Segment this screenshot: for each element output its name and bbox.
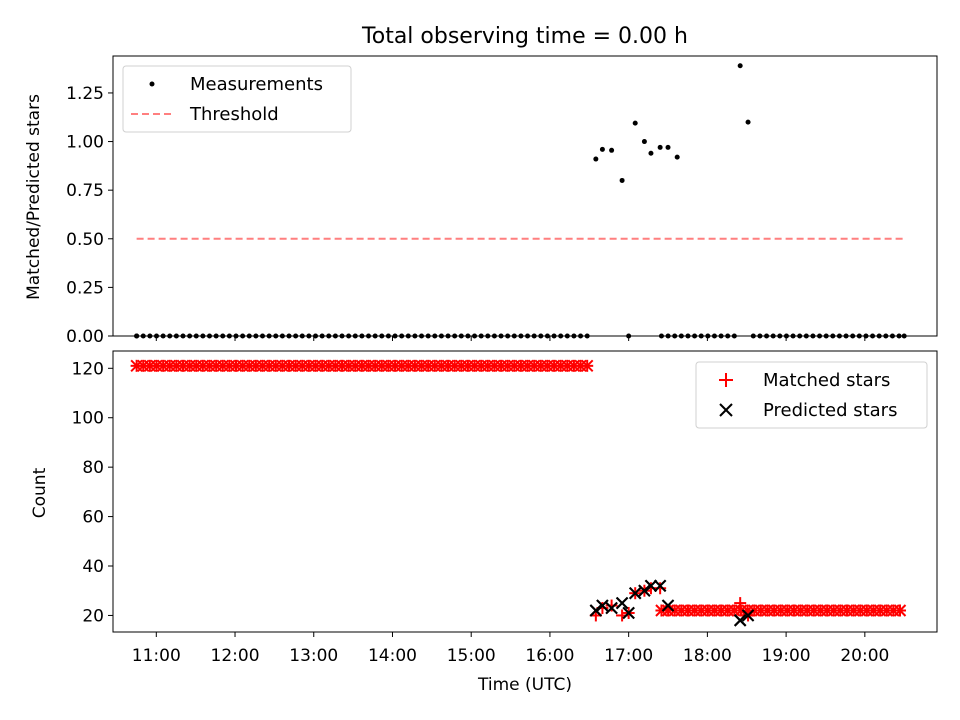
x-tick-label: 19:00 — [762, 646, 811, 666]
predicted-point — [629, 586, 642, 600]
measurement-point — [609, 147, 615, 153]
legend-matched-label: Matched stars — [763, 370, 890, 391]
predicted-point — [622, 606, 635, 620]
bottom-legend: Matched stars Predicted stars — [695, 361, 928, 429]
bottom-y-tick-label: 20 — [82, 606, 104, 626]
x-axis-label: Time (UTC) — [477, 675, 572, 695]
top-x-ticks — [155, 336, 866, 341]
top-y-ticks: 0.00 0.25 0.50 0.75 1.00 1.25 — [66, 84, 113, 347]
measurement-point — [632, 120, 638, 126]
bottom-y-tick-label: 60 — [82, 508, 104, 528]
bottom-x-ticks: 11:00 12:00 13:00 14:00 15:00 16:00 17:00 18:00… — [132, 632, 889, 666]
bottom-panel: 20 40 60 80 100 120 11:00 12:00 13:00 14:00 15:00… — [30, 350, 938, 695]
matched-point — [605, 599, 618, 612]
measurement-point — [674, 154, 680, 160]
legend-predicted-label: Predicted stars — [763, 400, 897, 421]
top-y-tick-label: 0.75 — [66, 181, 104, 201]
bottom-y-tick-label: 100 — [72, 409, 104, 429]
measurement-point — [599, 146, 605, 152]
measurement-point — [641, 139, 647, 145]
predicted-point — [661, 599, 675, 612]
top-y-tick-label: 0.25 — [66, 278, 104, 298]
chart-title: Total observing time = 0.00 h — [361, 24, 688, 49]
predicted-point — [733, 614, 747, 627]
x-tick-label: 15:00 — [447, 646, 496, 666]
predicted-point — [893, 604, 907, 617]
predicted-point — [741, 609, 755, 622]
legend-predicted-marker — [719, 403, 733, 417]
top-y-tick-label: 1.25 — [66, 84, 104, 104]
x-tick-label: 13:00 — [289, 646, 338, 666]
bottom-plot-frame — [112, 350, 938, 633]
top-legend-box — [122, 65, 352, 133]
legend-matched-marker — [719, 373, 733, 387]
predicted-point — [615, 596, 629, 610]
predicted-point — [653, 579, 667, 592]
legend-measurements-marker — [149, 81, 155, 87]
predicted-point — [644, 579, 658, 592]
top-panel: 0.00 0.25 0.50 0.75 1.00 1.25 Matched/Predict… — [24, 55, 938, 347]
measurement-point — [657, 144, 663, 150]
x-tick-label: 16:00 — [525, 646, 574, 666]
predicted-point — [580, 359, 594, 373]
measurement-point — [665, 144, 671, 150]
bottom-y-axis-label: Count — [30, 467, 50, 518]
top-legend: Measurements Threshold — [122, 65, 352, 133]
x-tick-label: 14:00 — [368, 646, 417, 666]
bottom-y-tick-label: 40 — [82, 557, 104, 577]
bottom-y-tick-label: 120 — [72, 359, 104, 379]
matched-point — [734, 597, 747, 610]
x-tick-label: 12:00 — [211, 646, 260, 666]
legend-measurements-label: Measurements — [190, 74, 323, 95]
predicted-point — [605, 601, 618, 615]
predicted-point — [589, 604, 603, 617]
bottom-y-tick-label: 80 — [82, 458, 104, 478]
x-tick-label: 18:00 — [683, 646, 732, 666]
top-plot-frame — [112, 55, 938, 337]
top-y-axis-label: Matched/Predicted stars — [24, 94, 44, 300]
top-y-tick-label: 1.00 — [66, 133, 104, 153]
predicted-point — [638, 584, 651, 597]
x-tick-label: 17:00 — [604, 646, 653, 666]
bottom-y-ticks: 20 40 60 80 100 120 — [72, 359, 113, 626]
measurement-point — [737, 63, 743, 69]
bottom-legend-box — [695, 361, 928, 429]
predicted-stars-series — [130, 359, 907, 627]
measurement-point — [648, 150, 654, 156]
x-tick-label: 20:00 — [840, 646, 889, 666]
measurement-point — [745, 119, 751, 125]
measurement-point — [619, 177, 625, 183]
matched-point — [654, 582, 667, 595]
legend-threshold-label: Threshold — [189, 104, 279, 125]
x-tick-label: 11:00 — [132, 646, 181, 666]
predicted-point — [596, 599, 609, 612]
top-y-tick-label: 0.50 — [66, 230, 104, 250]
top-y-tick-label: 0.00 — [66, 327, 104, 347]
measurement-point — [593, 156, 599, 162]
